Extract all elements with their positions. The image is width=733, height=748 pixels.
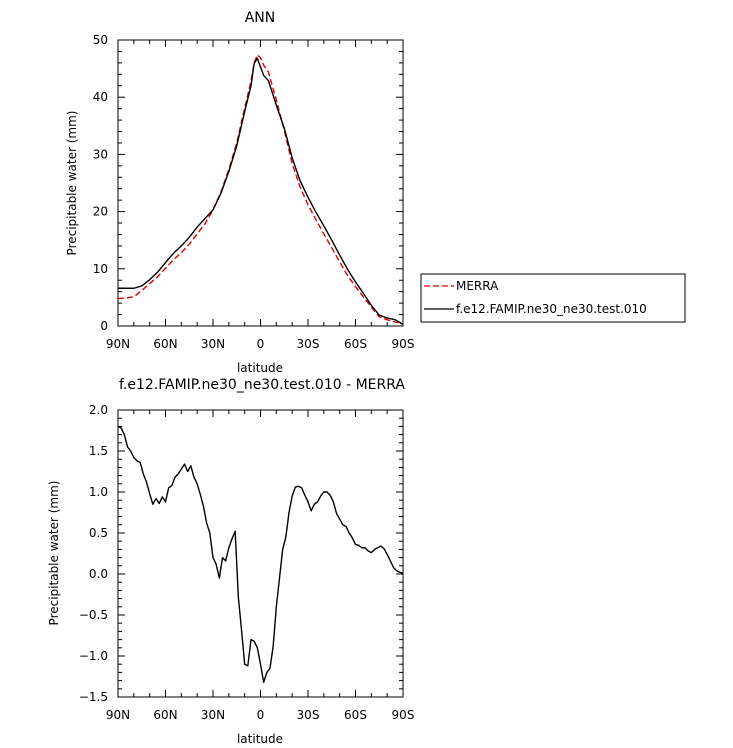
bottom-y-tick-label: −0.5 <box>79 608 108 622</box>
bottom-series-line-0 <box>117 425 404 683</box>
top-series-line-0 <box>117 54 404 325</box>
bottom-y-tick-label: 1.0 <box>89 485 108 499</box>
bottom-panel: f.e12.FAMIP.ne30_ne30.test.010 - MERRA P… <box>47 377 414 746</box>
top-y-tick-label: 10 <box>93 262 108 276</box>
legend: MERRA f.e12.FAMIP.ne30_ne30.test.010 <box>420 273 686 323</box>
top-plot-frame <box>117 39 404 327</box>
top-panel: ANN Precipitable water (mm) latitude 90N… <box>65 10 414 375</box>
bottom-plot-marks: 90N 60N 30N 0 30S 60S 90S −1.5 −1.0 −0.5 0.0 0.5 1.0… <box>79 403 415 722</box>
bottom-chart-title: f.e12.FAMIP.ne30_ne30.test.010 - MERRA <box>119 377 405 393</box>
top-y-tick-label: 0 <box>100 319 108 333</box>
bottom-x-tick-label: 60N <box>153 708 177 722</box>
top-y-axis-label: Precipitable water (mm) <box>65 111 79 256</box>
top-series-line-1 <box>118 57 404 325</box>
bottom-y-tick-label: −1.0 <box>79 649 108 663</box>
bottom-plot-frame <box>117 409 404 698</box>
legend-label-merra: MERRA <box>456 279 499 293</box>
top-x-tick-label: 90N <box>106 337 130 351</box>
bottom-y-tick-label: −1.5 <box>79 690 108 704</box>
bottom-x-axis-label: latitude <box>237 732 283 746</box>
legend-box <box>420 273 686 323</box>
top-x-tick-label: 60S <box>344 337 367 351</box>
top-x-tick-label: 30N <box>201 337 225 351</box>
top-x-tick-label: 90S <box>392 337 415 351</box>
top-x-tick-label: 30S <box>297 337 320 351</box>
top-x-axis-label: latitude <box>237 361 283 375</box>
bottom-x-tick-label: 60S <box>344 708 367 722</box>
top-y-tick-label: 20 <box>93 205 108 219</box>
bottom-y-tick-label: 2.0 <box>89 403 108 417</box>
bottom-y-tick-label: 0.5 <box>89 526 108 540</box>
bottom-y-tick-label: 0.0 <box>89 567 108 581</box>
top-x-tick-label: 60N <box>153 337 177 351</box>
top-plot-marks: 90N 60N 30N 0 30S 60S 90S 0 10 20 30 40 50 <box>93 33 415 351</box>
bottom-x-tick-label: 30N <box>201 708 225 722</box>
bottom-x-tick-label: 90S <box>392 708 415 722</box>
legend-label-model: f.e12.FAMIP.ne30_ne30.test.010 <box>456 302 647 316</box>
bottom-y-axis-label: Precipitable water (mm) <box>47 481 61 626</box>
bottom-x-tick-label: 0 <box>257 708 265 722</box>
top-y-tick-label: 30 <box>93 147 108 161</box>
top-y-tick-label: 40 <box>93 90 108 104</box>
top-x-tick-label: 0 <box>257 337 265 351</box>
top-y-tick-label: 50 <box>93 33 108 47</box>
bottom-y-tick-label: 1.5 <box>89 444 108 458</box>
bottom-x-tick-label: 90N <box>106 708 130 722</box>
bottom-x-tick-label: 30S <box>297 708 320 722</box>
top-chart-title: ANN <box>245 10 276 26</box>
